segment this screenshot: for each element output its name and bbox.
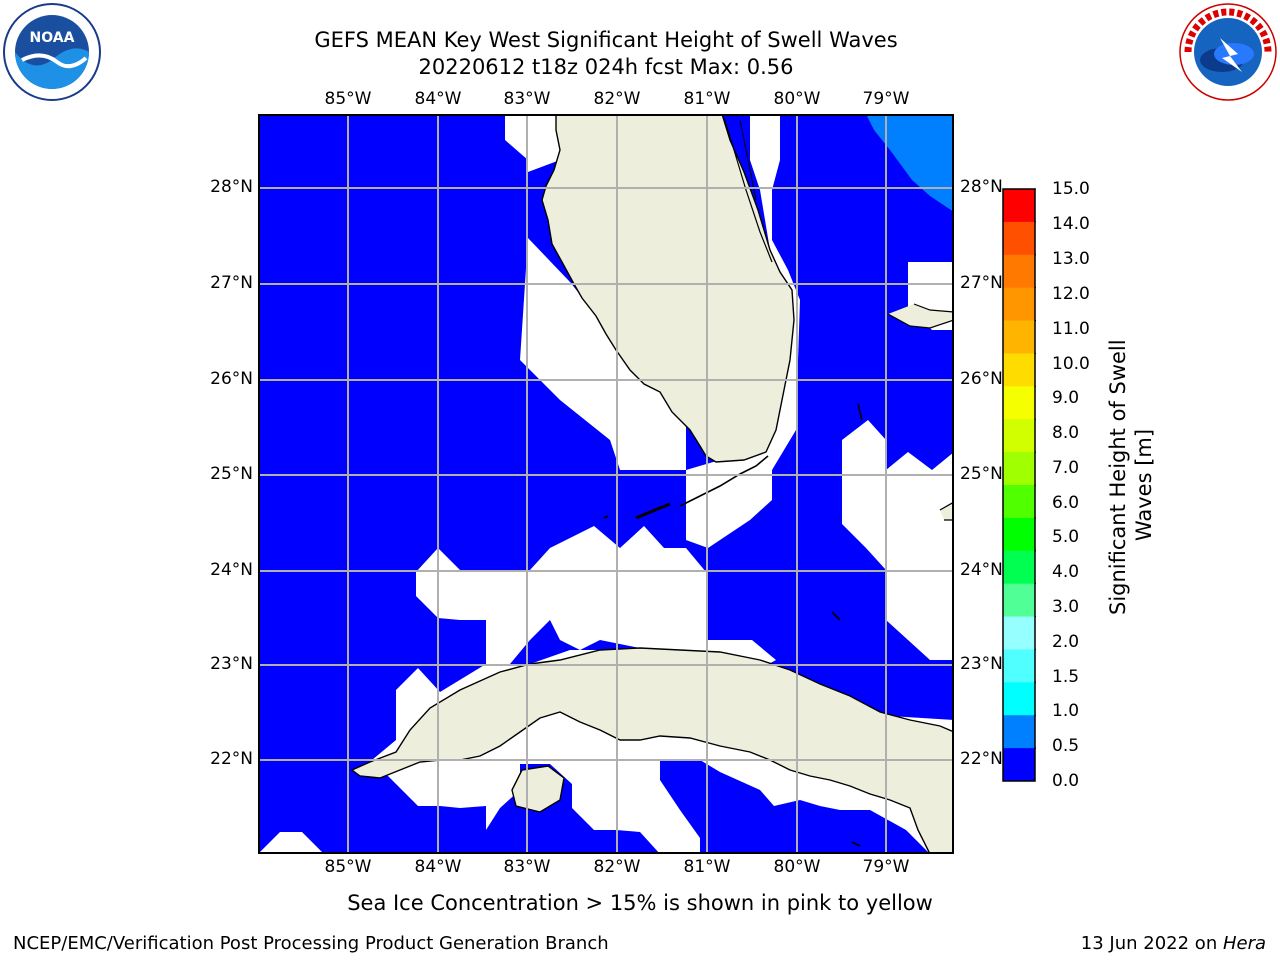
nws-logo-icon [1178,2,1278,102]
colorbar-tick: 0.0 [1052,771,1080,791]
colorbar-tick: 0.5 [1052,736,1080,756]
top-lon-tick: 80°W [773,89,821,109]
colorbar-tick: 4.0 [1052,562,1080,582]
right-lat-tick: 25°N [960,464,1003,484]
footer-branch: NCEP/EMC/Verification Post Processing Pr… [13,933,609,954]
colorbar-tick: 13.0 [1052,249,1090,269]
map-gridlines [258,114,954,854]
colorbar-segment [1003,682,1035,716]
sea-ice-note: Sea Ice Concentration > 15% is shown in … [347,891,933,915]
top-lon-tick: 85°W [324,89,372,109]
left-lat-tick: 27°N [210,273,253,293]
colorbar-tick: 1.5 [1052,667,1080,687]
top-lon-tick: 81°W [683,89,731,109]
land-cuba [350,647,954,854]
map-plot [258,114,954,854]
colorbar-segment [1003,287,1035,322]
colorbar-tick: 8.0 [1052,423,1080,443]
bottom-lon-tick: 80°W [773,857,821,877]
colorbar-tick: 5.0 [1052,527,1080,547]
colorbar-segment [1003,649,1035,683]
colorbar-segment [1003,254,1035,289]
bottom-lon-tick: 81°W [683,857,731,877]
svg-text:NOAA: NOAA [30,30,75,46]
colorbar-label: Significant Height of Swell Waves [m] [1105,339,1157,615]
left-lat-tick: 23°N [210,654,253,674]
right-lat-tick: 24°N [960,560,1003,580]
colorbar-segment [1003,517,1035,552]
colorbar-segment [1003,189,1035,223]
left-lat-tick: 22°N [210,749,253,769]
right-lat-tick: 23°N [960,654,1003,674]
colorbar-segment [1003,221,1035,256]
left-lat-tick: 25°N [210,464,253,484]
colorbar-tick: 9.0 [1052,388,1080,408]
left-lat-tick: 24°N [210,560,253,580]
colorbar-tick: 3.0 [1052,597,1080,617]
bottom-lon-tick: 79°W [862,857,910,877]
footer-date-text: 13 Jun 2022 on [1080,933,1223,954]
colorbar-segment [1003,452,1035,486]
colorbar-segment [1003,419,1035,453]
colorbar-segment [1003,748,1035,782]
right-lat-tick: 22°N [960,749,1003,769]
colorbar-tick: 10.0 [1052,354,1090,374]
bottom-lon-tick: 84°W [414,857,462,877]
colorbar-segment [1003,485,1035,519]
colorbar-segment [1003,550,1035,585]
colorbar-label-line1: Significant Height of Swell [1106,339,1130,615]
colorbar-tick: 1.0 [1052,701,1080,721]
right-lat-tick: 28°N [960,177,1003,197]
land-florida [541,114,795,463]
bottom-lon-tick: 85°W [324,857,372,877]
land-isle-of-youth [511,765,565,813]
right-lat-tick: 26°N [960,369,1003,389]
colorbar-tick: 2.0 [1052,632,1080,652]
colorbar-tick: 15.0 [1052,179,1090,199]
top-lon-tick: 83°W [503,89,551,109]
colorbar-tick: 6.0 [1052,493,1080,513]
colorbar-tick: 11.0 [1052,319,1090,339]
colorbar-tick: 7.0 [1052,458,1080,478]
colorbar-segment [1003,715,1035,749]
colorbar-segment [1003,320,1035,354]
colorbar-segment [1003,583,1035,618]
top-lon-tick: 84°W [414,89,462,109]
left-lat-tick: 28°N [210,177,253,197]
colorbar-segment [1003,386,1035,420]
right-lat-tick: 27°N [960,273,1003,293]
colorbar-segment [1003,353,1035,387]
footer-date: 13 Jun 2022 on Hera [1081,933,1266,954]
bottom-lon-tick: 83°W [503,857,551,877]
top-lon-tick: 82°W [593,89,641,109]
colorbar-label-line2: Waves [m] [1132,428,1156,542]
chart-title: GEFS MEAN Key West Significant Height of… [314,28,898,52]
colorbar-tick: 14.0 [1052,214,1090,234]
left-lat-tick: 26°N [210,369,253,389]
colorbar-segment [1003,616,1035,650]
top-lon-tick: 79°W [862,89,910,109]
noaa-logo-icon: NOAA [2,2,102,102]
bottom-lon-tick: 82°W [593,857,641,877]
map-frame [258,114,954,854]
colorbar [1002,188,1036,782]
chart-subtitle: 20220612 t18z 024h fcst Max: 0.56 [418,55,794,79]
colorbar-tick: 12.0 [1052,284,1090,304]
footer-host: Hera [1222,933,1266,954]
florida-keys [679,455,769,507]
